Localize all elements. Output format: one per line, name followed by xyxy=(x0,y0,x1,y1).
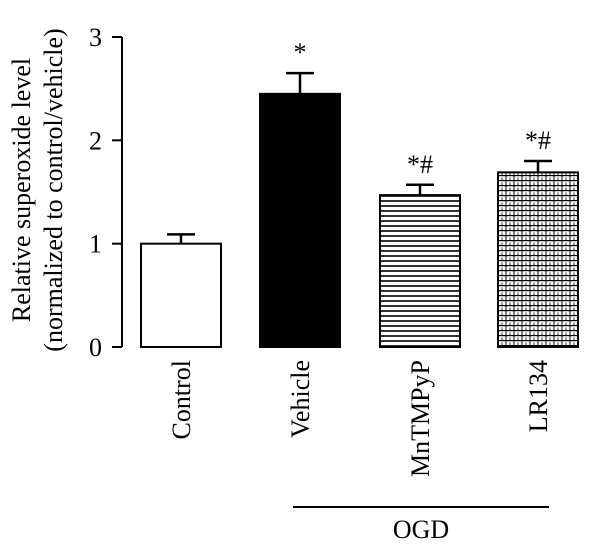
significance-annotations: * *# *# xyxy=(294,38,552,179)
bar-lr134 xyxy=(497,171,579,348)
y-ticks: 0 1 2 3 xyxy=(89,23,122,362)
annotation-2: *# xyxy=(407,150,433,179)
y-tick-label-2: 2 xyxy=(89,126,102,155)
y-tick-label-0: 0 xyxy=(89,333,102,362)
x-tick-label-1: Vehicle xyxy=(286,360,315,438)
bar-control xyxy=(140,242,222,349)
bar-mntmpyp xyxy=(379,194,461,348)
x-tick-label-2: MnTMPyP xyxy=(406,360,435,477)
annotation-1: * xyxy=(294,38,307,67)
annotation-3: *# xyxy=(525,126,551,155)
x-tick-labels: Control Vehicle MnTMPyP LR134 xyxy=(167,360,553,477)
bars-group xyxy=(140,71,579,349)
y-axis-title-line1: Relative superoxide level xyxy=(7,58,36,322)
bar-vehicle xyxy=(259,92,341,349)
group-label-ogd: OGD xyxy=(393,515,449,544)
x-tick-label-0: Control xyxy=(167,360,196,439)
y-axis-title-line2: (normalized to control/vehicle) xyxy=(39,28,68,351)
x-tick-label-3: LR134 xyxy=(524,360,553,432)
y-tick-label-1: 1 xyxy=(89,230,102,259)
y-tick-label-3: 3 xyxy=(89,23,102,52)
